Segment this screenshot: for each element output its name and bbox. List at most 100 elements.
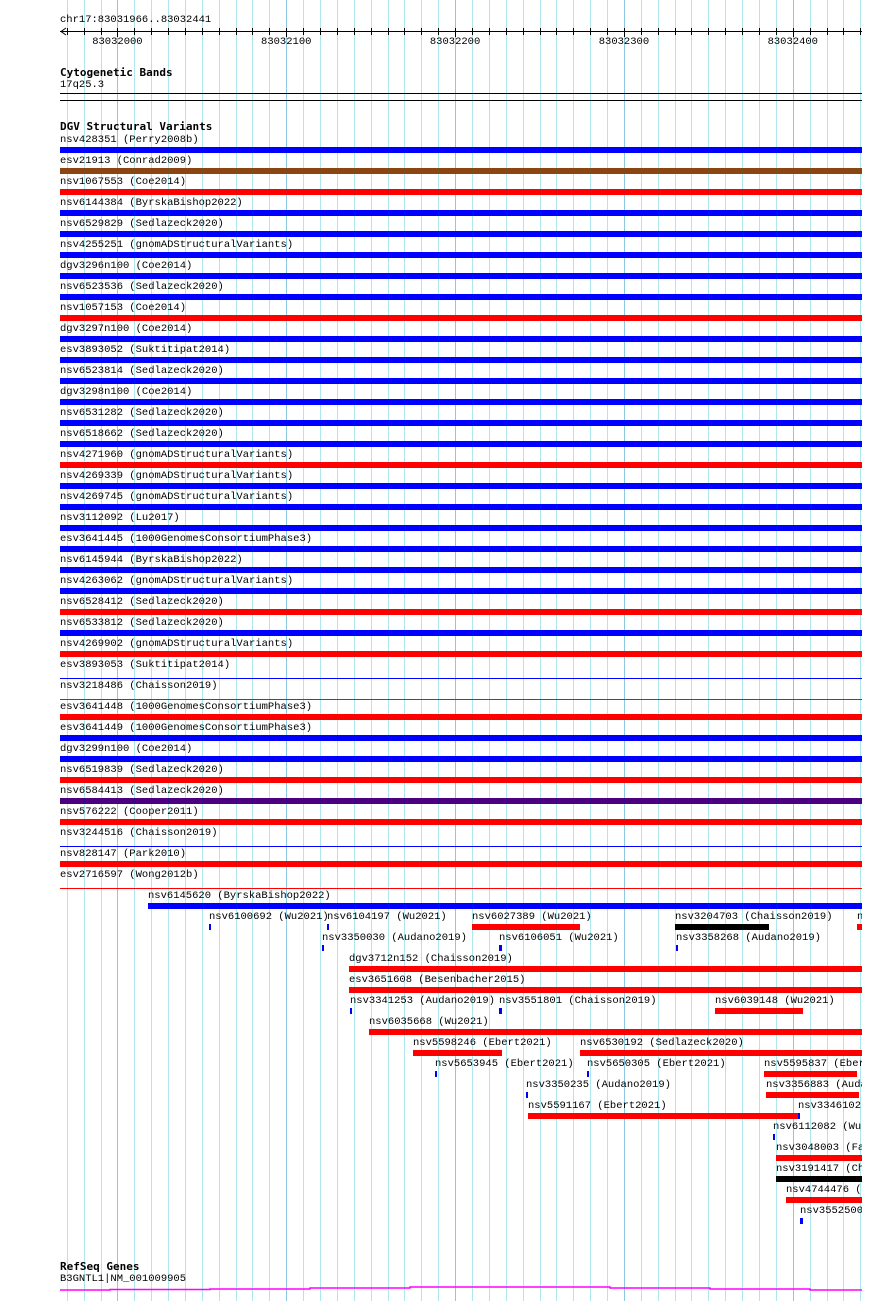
variant-label[interactable]: esv2716597 (Wong2012b)	[60, 869, 199, 881]
variant-label[interactable]: nsv3048003 (Fan2017	[776, 1142, 862, 1154]
variant-bar[interactable]	[776, 1176, 862, 1182]
ruler[interactable]: 83032000 83032100 83032200 83032300 83032400	[0, 24, 890, 50]
variant-label[interactable]: nsv6519839 (Sedlazeck2020)	[60, 764, 224, 776]
variant-bar[interactable]	[60, 819, 862, 825]
variant-bar[interactable]	[60, 189, 862, 195]
variant-label[interactable]: nsv428351 (Perry2008b)	[60, 134, 199, 146]
variant-bar[interactable]	[60, 336, 862, 342]
variant-bar[interactable]	[60, 777, 862, 783]
variant-bar[interactable]	[322, 945, 324, 951]
variant-bar[interactable]	[857, 924, 862, 930]
variant-label[interactable]: nsv6104197 (Wu2021)	[327, 911, 447, 923]
variant-label[interactable]: dgv3296n100 (Coe2014)	[60, 260, 193, 272]
variant-bar[interactable]	[60, 846, 862, 847]
variant-label[interactable]: nsv3551801 (Chaisson2019)	[499, 995, 657, 1007]
variant-bar[interactable]	[60, 567, 862, 573]
variant-label[interactable]: dgv3712n152 (Chaisson2019)	[349, 953, 513, 965]
variant-label[interactable]: nsv6027389 (Wu2021)	[472, 911, 592, 923]
variant-bar[interactable]	[60, 315, 862, 321]
variant-label[interactable]: nsv3350030 (Audano2019)	[322, 932, 467, 944]
variant-label[interactable]: dgv3297n100 (Coe2014)	[60, 323, 193, 335]
variant-label[interactable]: nsv1057153 (Coe2014)	[60, 302, 187, 314]
variant-label[interactable]: nsv3356883 (Audano201	[766, 1079, 862, 1091]
variant-label[interactable]: esv3893053 (Suktitipat2014)	[60, 659, 231, 671]
variant-bar[interactable]	[60, 210, 862, 216]
variant-label[interactable]: nsv3358268 (Audano2019)	[676, 932, 821, 944]
variant-bar[interactable]	[800, 1218, 803, 1224]
variant-bar[interactable]	[413, 1050, 502, 1056]
variant-bar[interactable]	[60, 483, 862, 489]
variant-label[interactable]: nsv3552500 (Cha	[800, 1205, 862, 1217]
variant-bar[interactable]	[60, 462, 862, 468]
variant-label[interactable]: esv3641445 (1000GenomesConsortiumPhase3)	[60, 533, 313, 545]
variant-bar[interactable]	[499, 1008, 502, 1014]
variant-bar[interactable]	[60, 546, 862, 552]
variant-label[interactable]: nsv6518662 (Sedlazeck2020)	[60, 428, 224, 440]
variant-label[interactable]: nsv4269745 (gnomADStructuralVariants)	[60, 491, 294, 503]
variant-bar[interactable]	[526, 1092, 528, 1098]
variant-label[interactable]: nsv6112082 (Wu2021)	[773, 1121, 862, 1133]
variant-label[interactable]: nsv3218486 (Chaisson2019)	[60, 680, 218, 692]
variant-bar[interactable]	[327, 924, 329, 930]
variant-bar[interactable]	[209, 924, 211, 930]
variant-bar[interactable]	[766, 1092, 859, 1098]
variant-bar[interactable]	[472, 924, 580, 930]
cytoband-label[interactable]: 17q25.3	[60, 79, 105, 91]
variant-label[interactable]: nsv6035668 (Wu2021)	[369, 1016, 489, 1028]
variant-label[interactable]: nsv4263062 (gnomADStructuralVariants)	[60, 575, 294, 587]
variant-label[interactable]: nsv5591167 (Ebert2021)	[528, 1100, 667, 1112]
variant-bar[interactable]	[798, 1113, 800, 1119]
variant-label[interactable]: nsv6528412 (Sedlazeck2020)	[60, 596, 224, 608]
cytoband-bar[interactable]	[60, 93, 862, 94]
variant-label[interactable]: nsv3112092 (Lu2017)	[60, 512, 180, 524]
variant-bar[interactable]	[715, 1008, 803, 1014]
variant-bar[interactable]	[60, 357, 862, 363]
variant-bar[interactable]	[60, 756, 862, 762]
variant-bar[interactable]	[60, 273, 862, 279]
variant-bar[interactable]	[60, 714, 862, 720]
variant-bar[interactable]	[60, 525, 862, 531]
variant-bar[interactable]	[60, 252, 862, 258]
variant-bar[interactable]	[60, 147, 862, 153]
variant-bar[interactable]	[587, 1071, 589, 1077]
variant-label[interactable]: dgv3298n100 (Coe2014)	[60, 386, 193, 398]
variant-label[interactable]: nsv602	[857, 911, 862, 923]
variant-bar[interactable]	[60, 861, 862, 867]
variant-label[interactable]: nsv5653945 (Ebert2021)	[435, 1058, 574, 1070]
variant-bar[interactable]	[349, 966, 862, 972]
variant-label[interactable]: nsv4269902 (gnomADStructuralVariants)	[60, 638, 294, 650]
variant-bar[interactable]	[499, 945, 502, 951]
variant-label[interactable]: nsv6523536 (Sedlazeck2020)	[60, 281, 224, 293]
variant-bar[interactable]	[776, 1155, 862, 1161]
variant-label[interactable]: nsv3204703 (Chaisson2019)	[675, 911, 833, 923]
variant-bar[interactable]	[60, 609, 862, 615]
variant-bar[interactable]	[528, 1113, 798, 1119]
variant-label[interactable]: nsv3244516 (Chaisson2019)	[60, 827, 218, 839]
variant-label[interactable]: nsv6039148 (Wu2021)	[715, 995, 835, 1007]
refseq-gene-label[interactable]: B3GNTL1|NM_001009905	[60, 1273, 187, 1285]
variant-label[interactable]: esv21913 (Conrad2009)	[60, 155, 193, 167]
variant-label[interactable]: nsv3350235 (Audano2019)	[526, 1079, 671, 1091]
variant-label[interactable]: nsv6106051 (Wu2021)	[499, 932, 619, 944]
variant-label[interactable]: nsv6144384 (ByrskaBishop2022)	[60, 197, 243, 209]
variant-label[interactable]: nsv3341253 (Audano2019)	[350, 995, 495, 1007]
variant-bar[interactable]	[786, 1197, 862, 1203]
variant-label[interactable]: nsv6533812 (Sedlazeck2020)	[60, 617, 224, 629]
variant-bar[interactable]	[675, 924, 769, 930]
variant-bar[interactable]	[148, 903, 862, 909]
variant-bar[interactable]	[764, 1071, 857, 1077]
variant-label[interactable]: nsv6523814 (Sedlazeck2020)	[60, 365, 224, 377]
variant-label[interactable]: nsv4271960 (gnomADStructuralVariants)	[60, 449, 294, 461]
variant-label[interactable]: nsv6584413 (Sedlazeck2020)	[60, 785, 224, 797]
variant-bar[interactable]	[349, 987, 862, 993]
variant-label[interactable]: nsv6145620 (ByrskaBishop2022)	[148, 890, 331, 902]
variant-bar[interactable]	[580, 1050, 862, 1056]
variant-label[interactable]: esv3641449 (1000GenomesConsortiumPhase3)	[60, 722, 313, 734]
refseq-gene-line[interactable]	[0, 1280, 890, 1301]
variant-bar[interactable]	[60, 735, 862, 741]
variant-bar[interactable]	[676, 945, 678, 951]
variant-label[interactable]: nsv5598246 (Ebert2021)	[413, 1037, 552, 1049]
variant-bar[interactable]	[60, 420, 862, 426]
variant-bar[interactable]	[60, 588, 862, 594]
variant-bar[interactable]	[60, 378, 862, 384]
